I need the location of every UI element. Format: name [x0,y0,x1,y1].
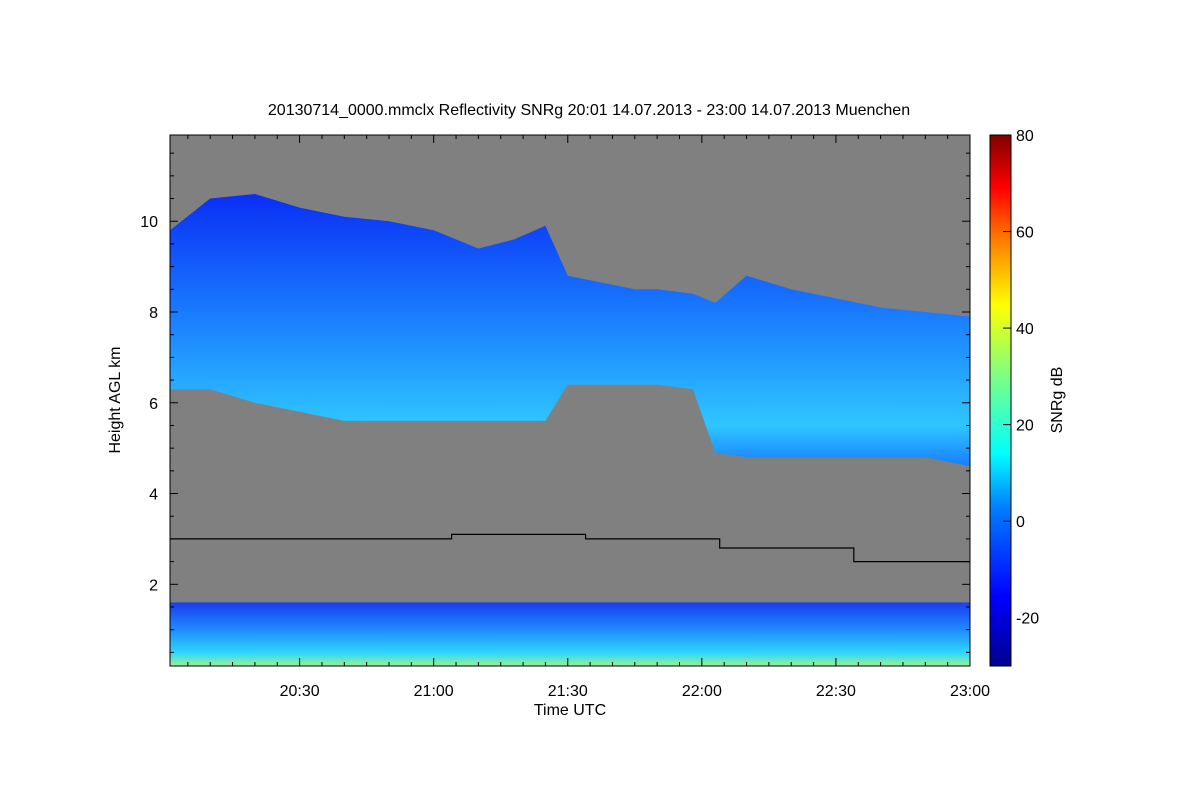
chart-title: 20130714_0000.mmclx Reflectivity SNRg 20… [268,102,910,119]
y-tick-label: 6 [149,396,158,413]
colorbar-tick-label: -20 [1016,611,1039,628]
low-level-clutter [170,602,970,666]
x-axis: 20:30 21:00 21:30 22:00 22:30 23:00 [187,135,990,700]
colorbar-gradient [989,134,1012,667]
x-tick-label: 21:00 [414,683,454,700]
colorbar: 80 60 40 20 0 -20 SNRg dB [989,128,1066,667]
y-tick-label: 8 [149,305,158,322]
y-tick-label: 10 [140,214,158,231]
colorbar-ticks: 80 60 40 20 0 -20 [1003,128,1039,628]
x-tick-label: 22:30 [816,683,856,700]
colorbar-tick-label: 20 [1016,418,1034,435]
x-tick-label: 23:00 [950,683,990,700]
x-tick-label: 21:30 [548,683,588,700]
colorbar-tick-label: 60 [1016,225,1034,242]
cloud-echo-region [170,194,970,467]
colorbar-tick-label: 80 [1016,128,1034,145]
colorbar-tick-label: 0 [1016,514,1025,531]
y-tick-label: 4 [149,487,158,504]
plot-area [170,135,970,666]
y-axis-label: Height AGL km [107,346,124,453]
y-tick-label: 2 [149,577,158,594]
plot-frame [169,134,971,667]
x-tick-label: 22:00 [682,683,722,700]
melting-level-line [170,533,970,563]
colorbar-label: SNRg dB [1049,367,1066,434]
x-axis-label: Time UTC [534,702,606,719]
y-axis: 2 4 6 8 10 [140,152,970,653]
colorbar-tick-label: 40 [1016,321,1034,338]
x-tick-label: 20:30 [280,683,320,700]
